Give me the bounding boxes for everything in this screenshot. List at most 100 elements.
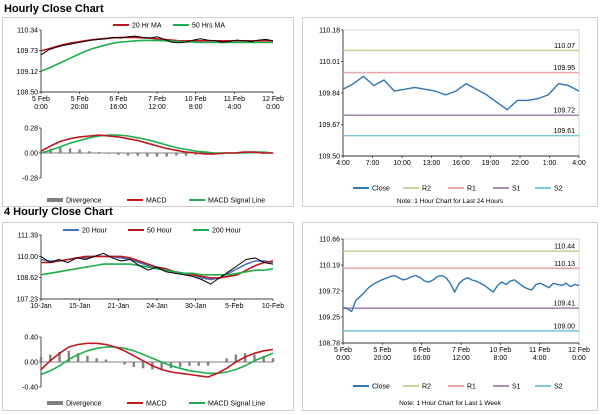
svg-four-right-levels-xtick-label: 0:00 <box>572 355 586 362</box>
levels-legend-close-label: Close <box>372 384 390 391</box>
divergence-bar <box>165 153 168 157</box>
divergence-bar <box>59 147 62 153</box>
svg-four-right-levels-ytick-label: 109.72 <box>319 289 341 296</box>
svg-four-right-levels-ytick-label: 108.78 <box>319 341 341 348</box>
level-label-r2: 110.44 <box>554 244 575 251</box>
svg-hourly-left-price-xtick-label: 7 Feb <box>148 96 166 103</box>
svg-four-right-levels-ytick-label: 109.25 <box>319 315 341 322</box>
svg-four-left-macd-ytick-label: 0.00 <box>24 360 38 367</box>
price-line <box>40 252 274 285</box>
svg-hourly-left-price-xtick-label: 0:00 <box>266 104 280 111</box>
svg-hourly-right-levels-xtick-label: 1:00 <box>543 160 557 167</box>
svg-four-right-levels-xtick-label: 7 Feb <box>452 347 470 354</box>
level-label-s1: 109.72 <box>554 108 576 115</box>
divergence-bar <box>179 362 182 367</box>
svg-four-left-price-ytick-label: 111.39 <box>18 233 38 240</box>
levels-legend-r1-label: R1 <box>467 384 476 391</box>
price-ma-line-1 <box>40 39 273 72</box>
svg-four-right-levels-xtick-label: 8:00 <box>494 355 508 362</box>
levels-legend-close-label: Close <box>372 186 390 193</box>
close-line <box>342 75 580 111</box>
macd-legend-divergence-label: Divergence <box>66 198 102 205</box>
divergence-bar <box>160 362 163 370</box>
macd-legend-divergence-label: Divergence <box>66 401 102 408</box>
svg-hourly-right-levels-ytick-label: 110.18 <box>319 28 340 35</box>
divergence-bar <box>206 362 210 366</box>
svg-hourly-left-macd-ytick-label: 0.00 <box>24 151 38 158</box>
divergence-bar <box>97 152 101 153</box>
svg-four-left-price-xtick-label: 10-Feb <box>262 303 284 310</box>
svg-four-left-price-ytick-label: 110.00 <box>17 254 38 261</box>
svg-four-right-levels-ytick-label: 110.19 <box>319 263 340 270</box>
svg-four-right-levels-xtick-label: 0:00 <box>336 355 350 362</box>
divergence-bar <box>146 153 149 157</box>
divergence-bar <box>123 362 126 365</box>
svg-hourly-left-price-ytick-label: 109.73 <box>17 48 39 55</box>
levels-legend-s2-label: S2 <box>554 186 563 193</box>
divergence-bar <box>225 358 228 362</box>
svg-four-right-levels-xtick-label: 16:00 <box>413 355 431 362</box>
macd-legend-macd-label: MACD <box>146 198 167 205</box>
svg-hourly-left-price-xtick-label: 20:00 <box>71 104 89 111</box>
price-line <box>40 35 274 56</box>
hourly-price-macd-panel: 20 Hr MA 50 Hrs MA 110.34 109.73 109.12 108.5… <box>2 17 294 207</box>
macd-line <box>40 134 273 155</box>
svg-hourly-left-price-xtick-label: 12:00 <box>148 104 166 111</box>
svg-four-right-levels-xtick-label: 20:00 <box>374 355 392 362</box>
svg-four-left-price-xtick-label: 5-Feb <box>225 303 243 310</box>
svg-hourly-left-price-xtick-label: 4:00 <box>228 104 242 111</box>
macd-legend-macd-label: MACD <box>146 401 167 408</box>
divergence-bar <box>132 362 135 367</box>
svg-four-right-levels-ytick-label: 110.66 <box>319 237 340 244</box>
hourly-levels-note: Note: 1 Hour Chart for Last 24 Hours <box>396 198 504 205</box>
divergence-bar <box>262 355 265 362</box>
svg-hourly-right-levels-xtick-label: 7:00 <box>366 160 380 167</box>
svg-four-right-levels-xtick-label: 6 Feb <box>413 347 431 354</box>
svg-four-left-price-ytick-label: 108.62 <box>17 275 39 282</box>
levels-legend-s1-label: S1 <box>512 186 521 193</box>
svg-hourly-left-price-xtick-label: 16:00 <box>110 104 128 111</box>
svg-four-left-price-xtick-label: 21-Jan <box>108 303 130 310</box>
price-legend-0-label: 20 Hr MA <box>132 23 162 30</box>
divergence-bar <box>95 358 98 362</box>
svg-four-right-levels-xtick-label: 5 Feb <box>373 347 391 354</box>
svg-hourly-left-macd-ytick-label: 0.28 <box>24 126 38 133</box>
svg-four-right-levels-xtick-label: 12:00 <box>452 355 470 362</box>
svg-hourly-left-price-ytick-label: 110.34 <box>17 28 38 35</box>
divergence-bar <box>58 352 61 362</box>
divergence-bar <box>104 359 108 362</box>
svg-four-left-macd-ytick-label: 0.40 <box>24 335 38 342</box>
macd-legend-signal-label: MACD Signal Line <box>208 401 265 408</box>
svg-hourly-right-levels-xtick-label: 13:00 <box>423 160 441 167</box>
divergence-bar <box>234 354 238 362</box>
macd-legend-signal-label: MACD Signal Line <box>208 198 265 205</box>
plot-area <box>342 29 580 157</box>
svg-hourly-left-price-xtick-label: 5 Feb <box>71 96 89 103</box>
four-hourly-section-title: 4 Hourly Close Chart <box>4 206 113 218</box>
divergence-bar <box>197 362 200 366</box>
level-label-r1: 110.13 <box>554 261 575 268</box>
price-legend-0-label: 20 Hour <box>82 228 108 235</box>
svg-hourly-left-price-xtick-label: 6 Feb <box>109 96 127 103</box>
divergence-bar <box>141 362 145 369</box>
divergence-bar <box>252 153 255 154</box>
svg-hourly-left-price-xtick-label: 11 Feb <box>224 96 245 103</box>
four-hourly-levels-note: Note: 1 Hour Chart for Last 1 Week <box>399 400 501 407</box>
four-hourly-price-macd-chart: 20 Hour 50 Hour 200 Hour 111.39 110.00 108.62… <box>17 228 285 408</box>
svg-hourly-right-levels-xtick-label: 4:00 <box>336 160 350 167</box>
divergence-bar <box>39 151 43 153</box>
macd-signal-line <box>40 346 274 376</box>
hourly-section-title: Hourly Close Chart <box>4 3 104 15</box>
svg-four-right-levels-xtick-label: 11 Feb <box>529 347 550 354</box>
svg-hourly-left-price-xtick-label: 10 Feb <box>185 96 207 103</box>
levels-legend-r2-label: R2 <box>422 384 431 391</box>
price-ma-line-0 <box>40 36 273 52</box>
hourly-price-macd-chart: 20 Hr MA 50 Hrs MA 110.34 109.73 109.12 108.5… <box>17 23 284 205</box>
level-label-s2: 109.00 <box>554 323 576 330</box>
divergence-bar <box>67 350 71 362</box>
divergence-bar <box>253 354 256 362</box>
divergence-bar <box>88 151 91 153</box>
svg-hourly-right-levels-xtick-label: 19:00 <box>482 160 500 167</box>
divergence-bar <box>155 153 159 157</box>
